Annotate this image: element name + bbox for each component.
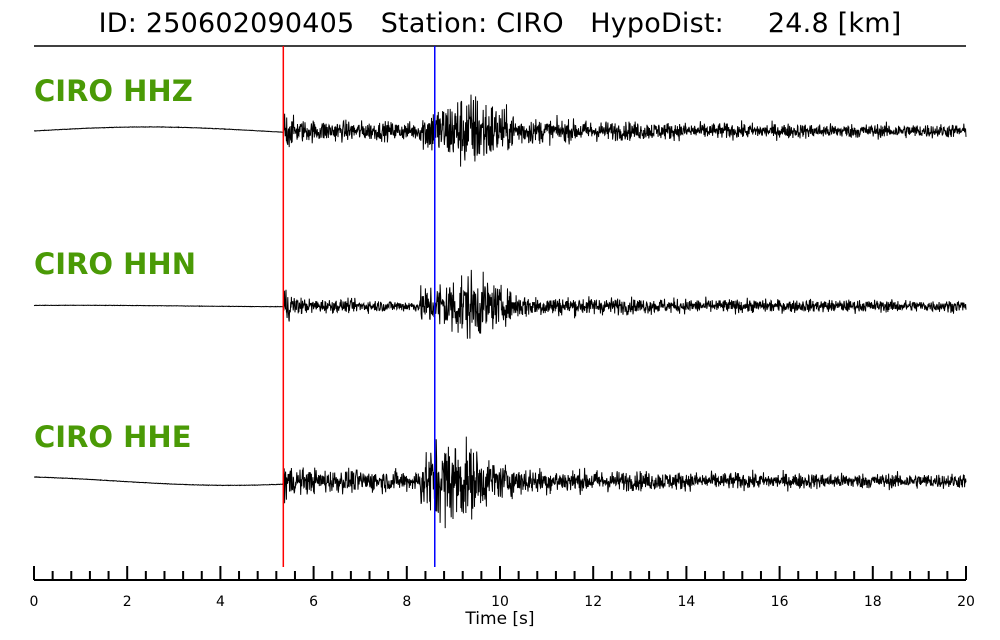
x-tick-label: 14 (677, 594, 695, 610)
trace-label: CIRO HHN (34, 247, 196, 281)
x-tick-label: 0 (30, 594, 39, 610)
event-id: 250602090405 (145, 8, 355, 39)
station-name: CIRO (496, 8, 564, 39)
trace-label: CIRO HHZ (34, 74, 193, 108)
waveform-trace (33, 269, 967, 339)
x-tick-label: 16 (771, 594, 789, 610)
x-tick-label: 18 (864, 594, 882, 610)
x-axis: 0 2 4 6 8 10 12 14 16 18 20 (30, 566, 975, 610)
x-tick-label: 12 (584, 594, 602, 610)
trace-label: CIRO HHE (34, 420, 192, 454)
station-label: Station: (380, 8, 488, 39)
hypodist-unit: [km] (837, 8, 902, 39)
waveform-trace (34, 436, 967, 529)
x-tick-label: 20 (957, 594, 975, 610)
waveform-trace (34, 94, 967, 167)
x-tick-label: 6 (309, 594, 318, 610)
chart-title: ID: 250602090405 Station: CIRO HypoDist:… (0, 8, 1000, 39)
id-label: ID: (98, 8, 138, 39)
x-axis-label: Time [s] (464, 609, 534, 629)
x-tick-label: 2 (123, 594, 132, 610)
phase-picks (282, 46, 436, 567)
traces-group: CIRO HHZ CIRO HHN CIRO HHE (33, 74, 967, 529)
x-tick-label: 8 (402, 594, 411, 610)
hypodist-label: HypoDist: (590, 8, 724, 39)
x-tick-label: 4 (216, 594, 225, 610)
hypodist-value: 24.8 (767, 8, 829, 39)
x-tick-label: 10 (491, 594, 509, 610)
